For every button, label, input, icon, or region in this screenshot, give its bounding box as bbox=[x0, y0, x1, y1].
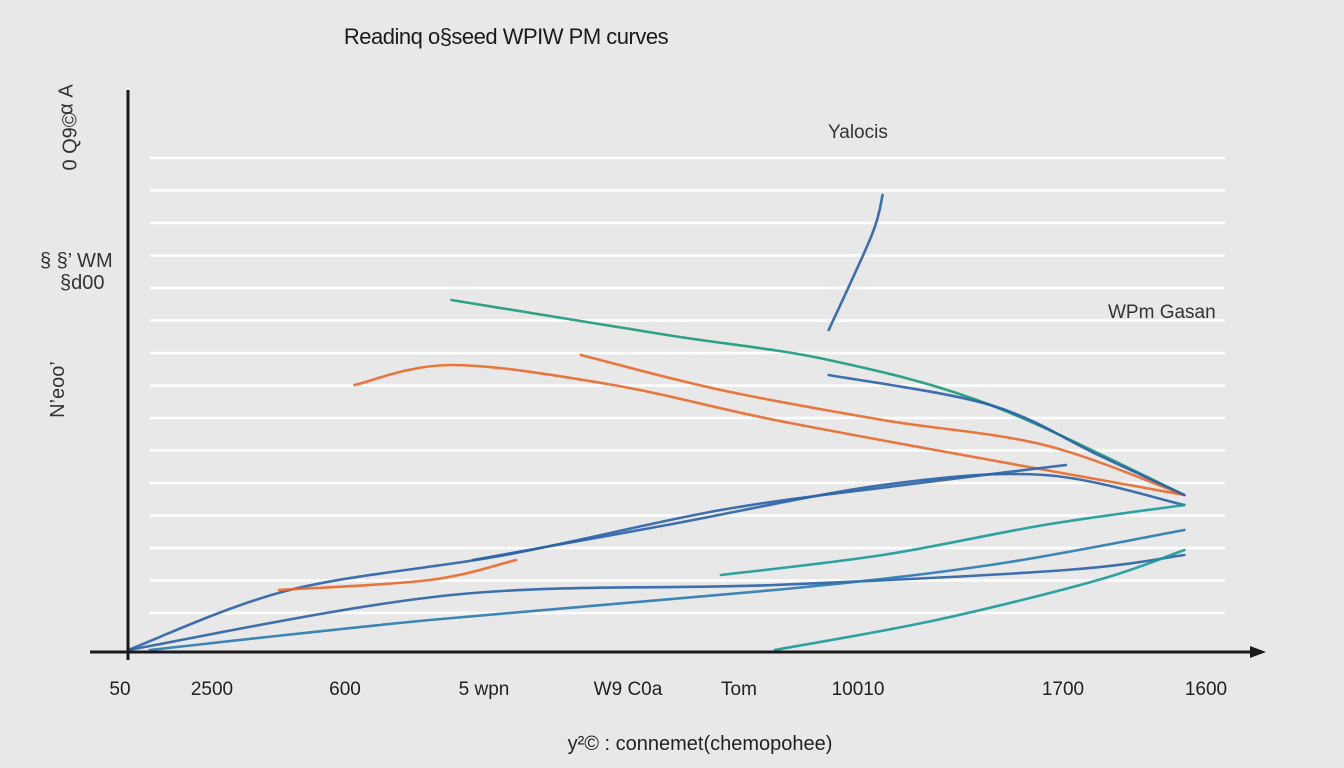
x-tick-label: 600 bbox=[329, 679, 361, 701]
y-label-part-1: α A bbox=[56, 84, 79, 114]
x-tick-label: 2500 bbox=[191, 679, 233, 701]
x-tick-label: 5 wpn bbox=[459, 679, 510, 701]
chart-title: Readinq o§seed WPIW PM curves bbox=[0, 24, 1012, 50]
x-tick-label: 1600 bbox=[1185, 679, 1227, 701]
y-label-part-5: N’eoo’ bbox=[47, 361, 70, 418]
x-tick-label: 1700 bbox=[1042, 679, 1084, 701]
x-tick-label: Tom bbox=[721, 679, 757, 701]
grid bbox=[150, 158, 1225, 613]
annotation-right: WPm Gasan bbox=[1108, 302, 1216, 324]
x-axis-arrow bbox=[1250, 646, 1266, 658]
x-axis-label: y²© : connemet(chemopohee) bbox=[0, 733, 1344, 756]
series-line-4 bbox=[829, 375, 1185, 495]
series-line-1 bbox=[451, 300, 1184, 495]
y-label-part-2: 0 Q9© bbox=[60, 112, 83, 170]
series-line-12 bbox=[829, 195, 883, 330]
x-tick-label: 50 bbox=[109, 679, 130, 701]
x-tick-label: 10010 bbox=[832, 679, 885, 701]
y-label-part-4: §d00 bbox=[60, 272, 105, 295]
series-line-3 bbox=[581, 355, 1185, 495]
y-label-part-3: § §’ WM bbox=[40, 250, 113, 273]
x-tick-label: W9 C0a bbox=[594, 679, 663, 701]
annotation-top: Yalocis bbox=[828, 122, 888, 144]
